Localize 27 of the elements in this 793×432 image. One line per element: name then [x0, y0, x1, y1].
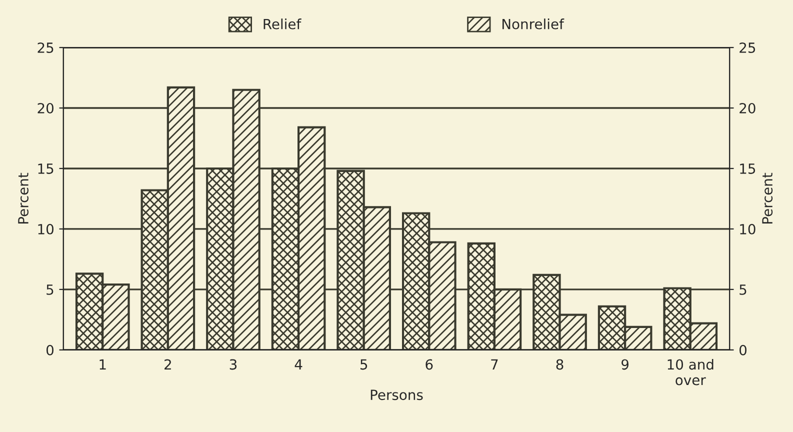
x-tick-label: 8	[556, 359, 564, 370]
y2-tick-label: 20	[740, 102, 756, 114]
x-axis-title: Persons	[370, 390, 423, 400]
y2-axis-title: Percent	[762, 172, 773, 224]
x-tick-label: 3	[230, 359, 237, 370]
y2-tick-label: 5	[740, 284, 746, 295]
y2-tick-label: 15	[740, 164, 756, 174]
y2-tick-label: 0	[740, 344, 746, 356]
y2-tick-label: 25	[740, 42, 756, 53]
legend-label: Nonrelief	[502, 18, 564, 30]
y-tick-label: 20	[38, 102, 54, 114]
y-tick-label: 10	[38, 224, 54, 234]
x-tick-label: 10 and over	[668, 358, 714, 386]
x-tick-label: 5	[360, 359, 368, 370]
x-tick-label: 9	[622, 359, 629, 370]
x-tick-label: 1	[100, 359, 106, 370]
y-tick-label: 15	[38, 164, 54, 174]
y-tick-label: 0	[46, 344, 54, 356]
y-tick-label: 5	[46, 284, 54, 295]
x-tick-label: 6	[426, 359, 433, 370]
y-tick-label: 25	[38, 42, 54, 53]
x-tick-label: 2	[164, 359, 171, 370]
x-tick-label: 4	[294, 359, 302, 370]
legend-label: Relief	[264, 18, 302, 30]
x-tick-label: 7	[491, 359, 498, 370]
y2-tick-label: 10	[740, 224, 756, 234]
y-axis-title: Percent	[18, 172, 28, 224]
